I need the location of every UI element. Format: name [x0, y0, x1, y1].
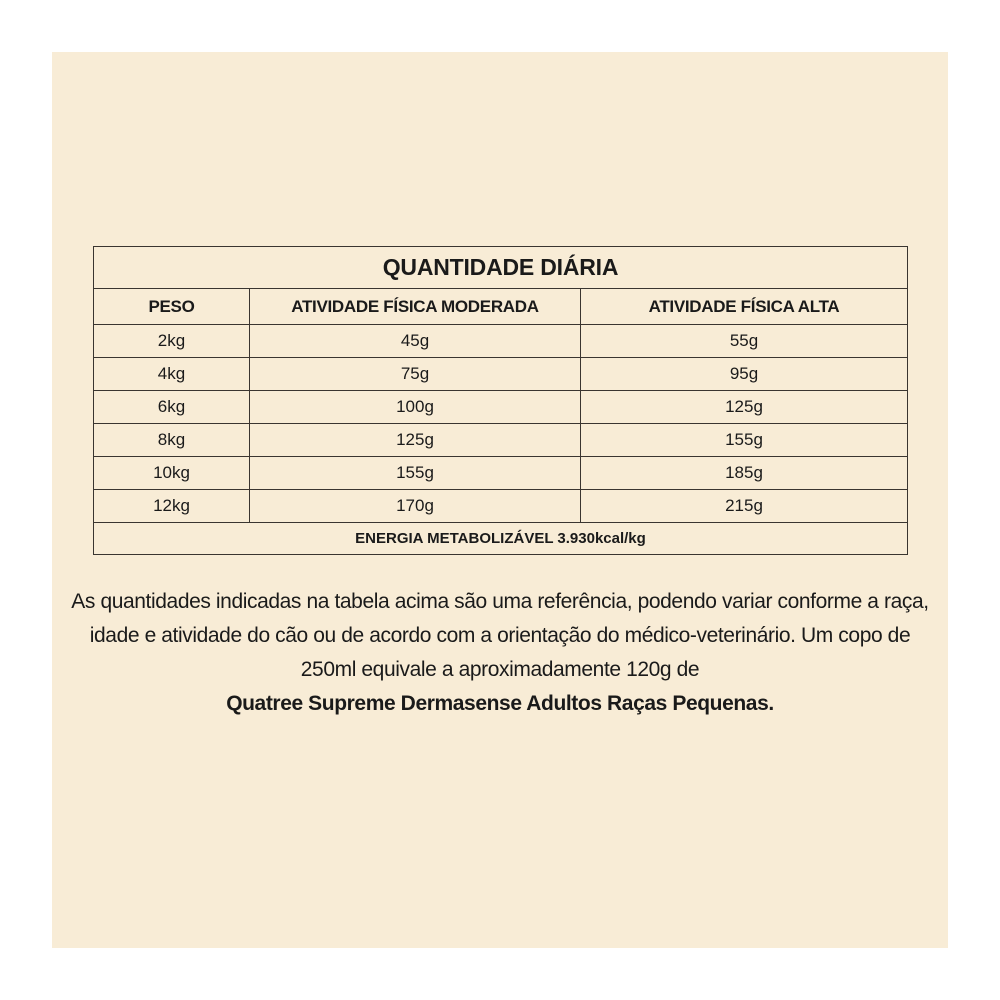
cell-weight: 6kg — [93, 390, 250, 424]
cell-high: 125g — [580, 390, 908, 424]
cell-weight: 4kg — [93, 357, 250, 391]
table-row: 12kg 170g 215g — [93, 489, 908, 523]
cell-moderate: 75g — [249, 357, 581, 391]
header-weight: PESO — [93, 288, 250, 325]
cell-weight: 12kg — [93, 489, 250, 523]
cell-weight: 10kg — [93, 456, 250, 490]
table-row: 10kg 155g 185g — [93, 456, 908, 490]
cell-moderate: 170g — [249, 489, 581, 523]
cell-high: 185g — [580, 456, 908, 490]
feeding-table: QUANTIDADE DIÁRIA PESO ATIVIDADE FÍSICA … — [93, 246, 908, 555]
cell-high: 155g — [580, 423, 908, 457]
table-row: 4kg 75g 95g — [93, 357, 908, 391]
cell-weight: 2kg — [93, 324, 250, 358]
cell-moderate: 100g — [249, 390, 581, 424]
header-high: ATIVIDADE FÍSICA ALTA — [580, 288, 908, 325]
cell-high: 95g — [580, 357, 908, 391]
cell-high: 215g — [580, 489, 908, 523]
note-text: As quantidades indicadas na tabela acima… — [71, 590, 929, 681]
table-row: 6kg 100g 125g — [93, 390, 908, 424]
cell-moderate: 125g — [249, 423, 581, 457]
table-title: QUANTIDADE DIÁRIA — [93, 246, 908, 289]
table-footer: ENERGIA METABOLIZÁVEL 3.930kcal/kg — [93, 522, 908, 555]
cell-high: 55g — [580, 324, 908, 358]
table-row: 8kg 125g 155g — [93, 423, 908, 457]
product-name: Quatree Supreme Dermasense Adultos Raças… — [226, 692, 774, 715]
cell-moderate: 155g — [249, 456, 581, 490]
feeding-note: As quantidades indicadas na tabela acima… — [60, 585, 940, 721]
cell-moderate: 45g — [249, 324, 581, 358]
cell-weight: 8kg — [93, 423, 250, 457]
header-moderate: ATIVIDADE FÍSICA MODERADA — [249, 288, 581, 325]
table-row: 2kg 45g 55g — [93, 324, 908, 358]
